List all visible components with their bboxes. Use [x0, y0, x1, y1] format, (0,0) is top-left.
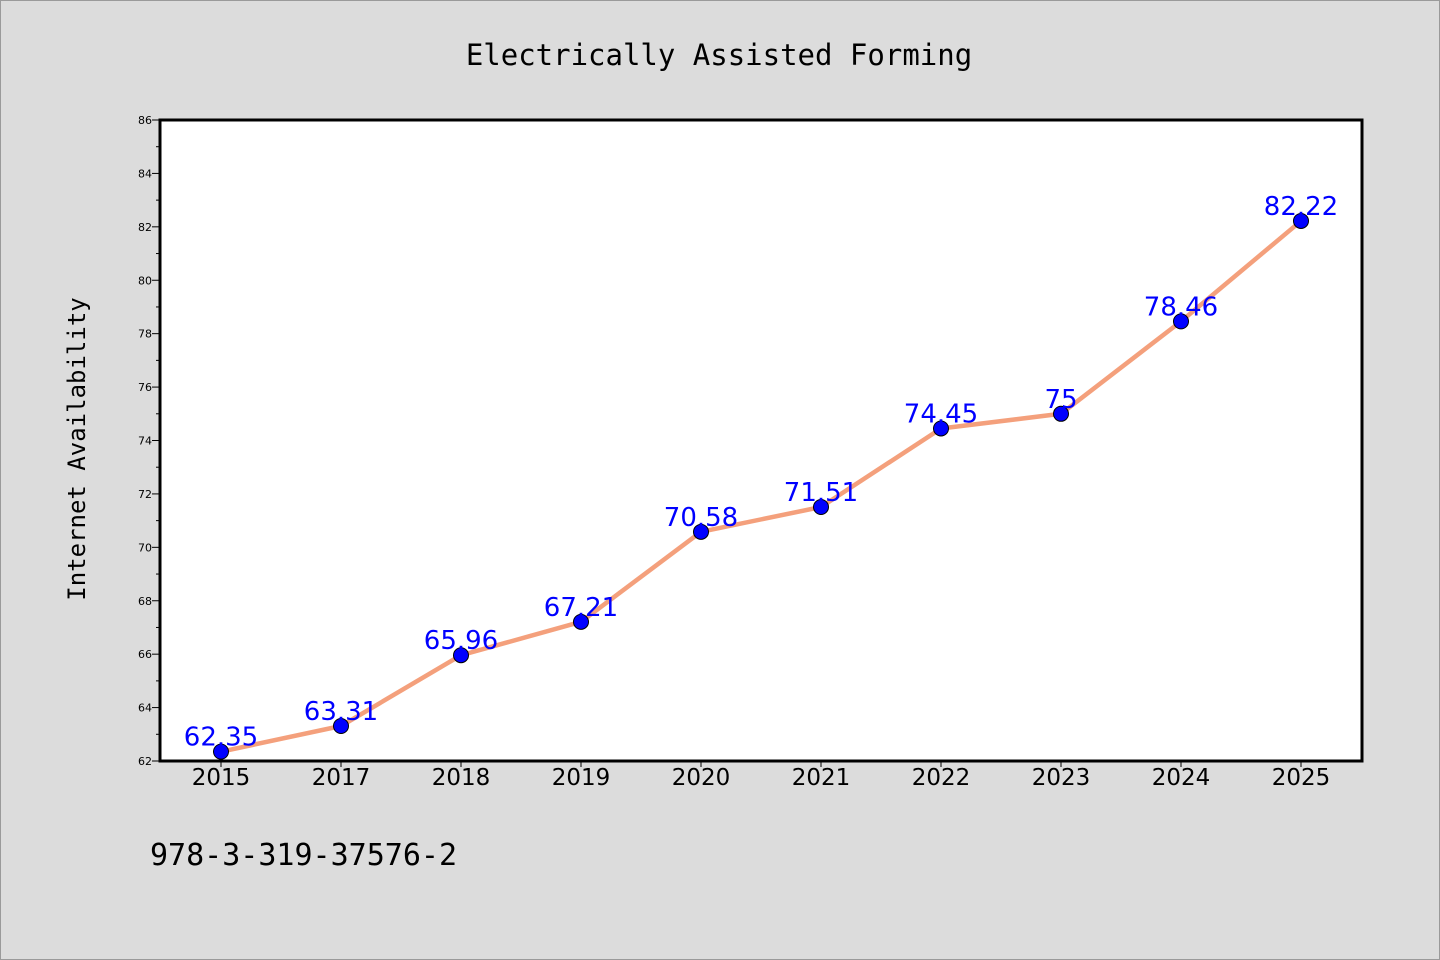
x-tick-label: 2015 [192, 765, 251, 791]
data-point [213, 743, 229, 760]
data-point [813, 499, 829, 516]
data-point [693, 523, 709, 540]
y-tick-label: 82 [138, 221, 152, 234]
data-label: 78.46 [1144, 292, 1218, 322]
x-tick-label: 2022 [912, 765, 971, 791]
data-point [453, 647, 469, 664]
data-point [573, 613, 589, 630]
data-label: 82.22 [1264, 192, 1338, 222]
isbn-caption: 978-3-319-37576-2 [150, 838, 457, 873]
y-tick-label: 70 [138, 541, 152, 554]
data-label-group: 62.35 63.31 65.96 67.21 70.58 71.51 74.45 75 78.… [184, 192, 1338, 753]
y-tick-label: 66 [138, 648, 152, 661]
y-tick-label: 80 [138, 274, 152, 287]
y-tick-label: 86 [138, 114, 152, 127]
x-axis: 2015 2017 2018 2019 2020 2021 2022 2023 2024 2025 [192, 761, 1331, 791]
data-point [1293, 212, 1309, 229]
y-tick-label: 74 [138, 435, 152, 448]
data-point [333, 718, 349, 735]
x-tick-label: 2017 [312, 765, 371, 791]
data-label: 67.21 [544, 593, 618, 623]
data-point [933, 420, 949, 437]
y-tick-label: 64 [138, 702, 152, 715]
chart-title: Electrically Assisted Forming [466, 38, 972, 72]
x-tick-label: 2025 [1272, 765, 1331, 791]
series-line [218, 218, 1304, 754]
x-tick-label: 2023 [1032, 765, 1091, 791]
data-label: 63.31 [304, 697, 378, 727]
x-tick-label: 2021 [792, 765, 851, 791]
x-tick-label: 2020 [672, 765, 731, 791]
data-label: 65.96 [424, 626, 498, 656]
data-label: 70.58 [664, 503, 738, 533]
y-tick-label: 72 [138, 488, 152, 501]
series-line-group [213, 212, 1309, 760]
y-tick-label: 84 [138, 167, 152, 180]
data-label: 62.35 [184, 723, 258, 753]
data-point [1053, 405, 1069, 422]
data-point [1173, 313, 1189, 330]
data-label: 74.45 [904, 399, 978, 429]
y-tick-label: 78 [138, 328, 152, 341]
x-tick-label: 2024 [1152, 765, 1211, 791]
y-axis: 62 64 66 68 70 72 74 76 78 80 82 84 86 [138, 114, 160, 768]
x-tick-label: 2018 [432, 765, 491, 791]
plot-frame [158, 118, 1364, 763]
data-label: 75 [1044, 385, 1077, 415]
data-label: 71.51 [784, 478, 858, 508]
y-tick-label: 76 [138, 381, 152, 394]
y-tick-label: 62 [138, 755, 152, 768]
plot-area [160, 120, 1362, 761]
x-tick-label: 2019 [552, 765, 611, 791]
y-axis-title: Internet Availability [63, 297, 91, 600]
y-tick-label: 68 [138, 595, 152, 608]
